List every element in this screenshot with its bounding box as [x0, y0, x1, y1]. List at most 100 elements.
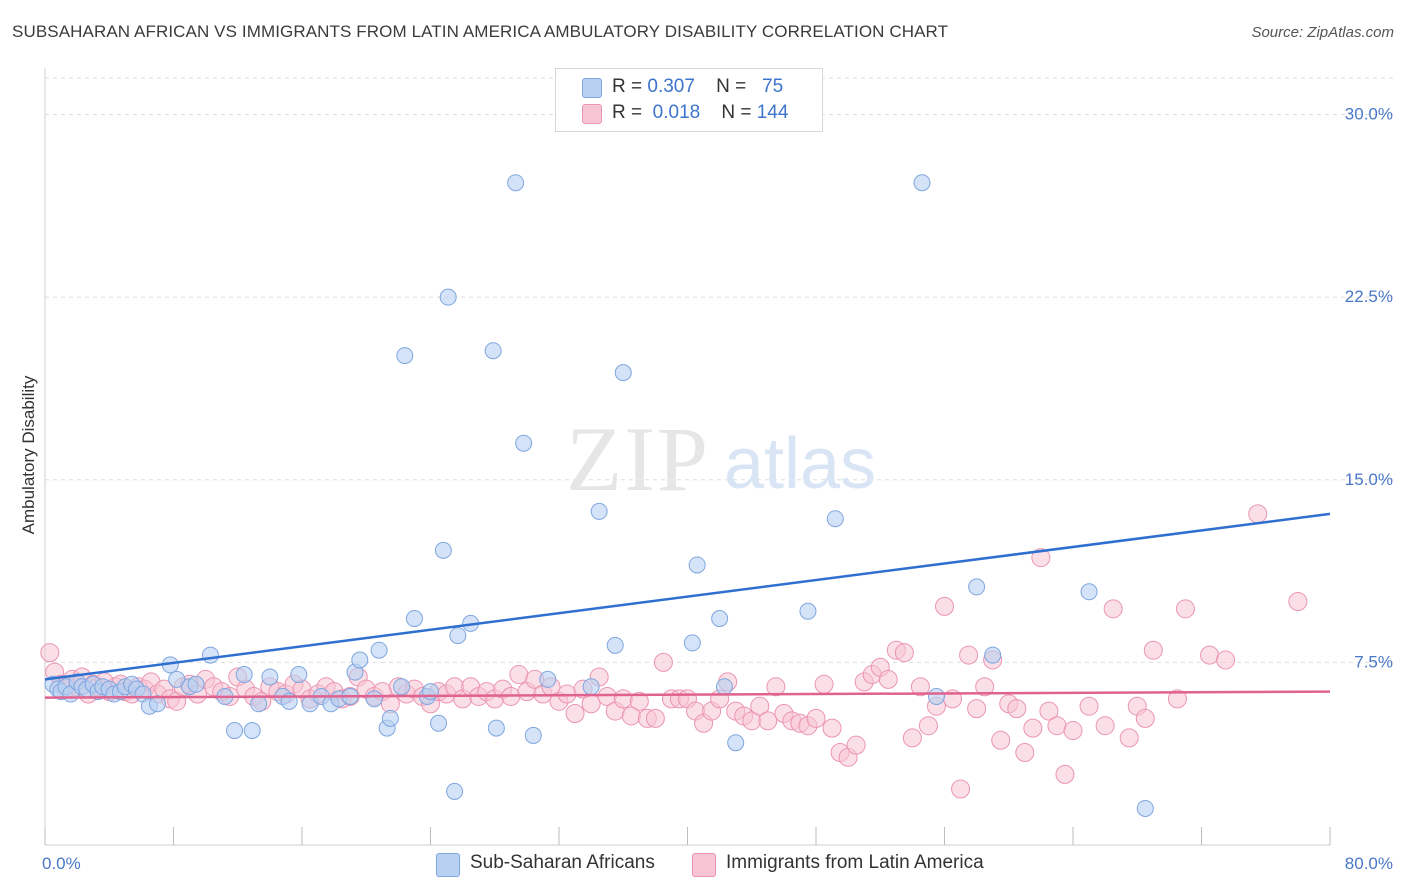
- tick-labels: 7.5% 15.0% 22.5% 30.0% 0.0% 80.0%: [42, 105, 1393, 873]
- subsaharan-point: [484, 342, 502, 360]
- latin-america-point: [1200, 645, 1220, 665]
- legend-r-label: R =: [612, 76, 643, 97]
- latin-america-point: [613, 689, 633, 709]
- latin-america-point: [959, 645, 979, 665]
- subsaharan-point: [487, 719, 505, 737]
- latin-america-point: [1079, 696, 1099, 716]
- latin-america-point: [1063, 721, 1083, 741]
- latin-america-point: [758, 711, 778, 731]
- subsaharan-point: [590, 502, 608, 520]
- subsaharan-point: [688, 556, 706, 574]
- x-tick-label: 0.0%: [42, 854, 81, 873]
- subsaharan-point: [984, 646, 1002, 664]
- latin-america-points: [40, 504, 1308, 799]
- subsaharan-point: [290, 666, 308, 684]
- subsaharan-point: [434, 541, 452, 559]
- latin-america-point: [878, 669, 898, 689]
- subsaharan-point: [148, 695, 166, 713]
- latin-america-point: [902, 728, 922, 748]
- latin-america-point: [951, 779, 971, 799]
- gridlines: [45, 77, 1395, 663]
- stats-legend: R = 0.307 N = 75 R = 0.018 N = 144: [555, 68, 823, 132]
- subsaharan-point: [515, 434, 533, 452]
- legend-n-value: 75: [762, 76, 784, 97]
- legend-n-label: N =: [716, 76, 747, 97]
- subsaharan-point: [168, 670, 186, 688]
- latin-america-point: [750, 696, 770, 716]
- latin-america-point: [1055, 764, 1075, 784]
- subsaharan-point: [430, 714, 448, 732]
- bottom-legend-label: Immigrants from Latin America: [726, 852, 984, 873]
- latin-america-point: [1015, 742, 1035, 762]
- subsaharan-point: [381, 709, 399, 727]
- subsaharan-point: [187, 675, 205, 693]
- latin-america-point: [1007, 699, 1027, 719]
- subsaharan-point: [351, 651, 369, 669]
- subsaharan-point: [614, 364, 632, 382]
- latin-america-point: [814, 674, 834, 694]
- subsaharan-point: [1136, 799, 1154, 817]
- latin-america-point: [822, 718, 842, 738]
- latin-america-point: [1248, 504, 1268, 524]
- latin-america-point: [1119, 728, 1139, 748]
- latin-america-point: [766, 677, 786, 697]
- latin-america-point: [1175, 599, 1195, 619]
- subsaharan-point: [243, 722, 261, 740]
- latin-america-point: [645, 708, 665, 728]
- subsaharan-point: [539, 670, 557, 688]
- latin-america-point: [1023, 718, 1043, 738]
- subsaharan-point: [799, 602, 817, 620]
- legend-swatch-blue: [582, 78, 602, 98]
- subsaharan-point: [405, 610, 423, 628]
- legend-n-label: N =: [721, 102, 752, 123]
- latin-america-point: [1167, 689, 1187, 709]
- latin-america-point: [581, 694, 601, 714]
- latin-america-point: [1031, 548, 1051, 568]
- y-tick-label: 15.0%: [1345, 470, 1393, 489]
- subsaharan-point: [727, 734, 745, 752]
- subsaharan-point: [226, 722, 244, 740]
- subsaharan-point: [201, 646, 219, 664]
- legend-r-value: 0.018: [652, 102, 701, 123]
- latin-america-trend-line: [44, 690, 1331, 699]
- watermark-zip: ZIP: [566, 408, 710, 510]
- latin-america-point: [967, 699, 987, 719]
- subsaharan-point: [913, 174, 931, 192]
- legend-r-label: R =: [612, 102, 643, 123]
- trend-lines: [44, 512, 1331, 699]
- latin-america-point: [1103, 599, 1123, 619]
- subsaharan-point: [1080, 583, 1098, 601]
- subsaharan-trend-line: [44, 512, 1331, 681]
- legend-n-value: 144: [756, 102, 789, 123]
- latin-america-point: [910, 677, 930, 697]
- subsaharan-point: [393, 678, 411, 696]
- y-tick-label: 22.5%: [1345, 287, 1393, 306]
- latin-america-point: [806, 708, 826, 728]
- subsaharan-point: [507, 174, 525, 192]
- latin-america-point: [1135, 708, 1155, 728]
- bottom-swatch-pink: [692, 853, 716, 877]
- subsaharan-point: [711, 610, 729, 628]
- latin-america-point: [1039, 701, 1059, 721]
- y-axis-title: Ambulatory Disability: [19, 375, 38, 534]
- latin-america-point: [846, 735, 866, 755]
- subsaharan-point: [235, 666, 253, 684]
- subsaharan-point: [261, 668, 279, 686]
- latin-america-point: [894, 643, 914, 663]
- legend-r-value: 0.307: [647, 76, 695, 97]
- latin-america-point: [935, 596, 954, 616]
- source-label: Source: ZipAtlas.com: [1251, 24, 1394, 41]
- x-tick-label: 80.0%: [1345, 854, 1393, 873]
- subsaharan-point: [826, 510, 844, 528]
- subsaharan-point: [250, 695, 268, 713]
- subsaharan-point: [606, 636, 624, 654]
- latin-america-point: [1288, 592, 1308, 612]
- latin-america-point: [1095, 716, 1115, 736]
- subsaharan-point: [449, 627, 467, 645]
- subsaharan-point: [370, 641, 388, 659]
- y-tick-label: 30.0%: [1345, 105, 1393, 124]
- latin-america-point: [975, 677, 995, 697]
- bottom-swatch-blue: [436, 853, 460, 877]
- y-tick-label: 7.5%: [1354, 652, 1393, 671]
- subsaharan-point: [422, 683, 439, 701]
